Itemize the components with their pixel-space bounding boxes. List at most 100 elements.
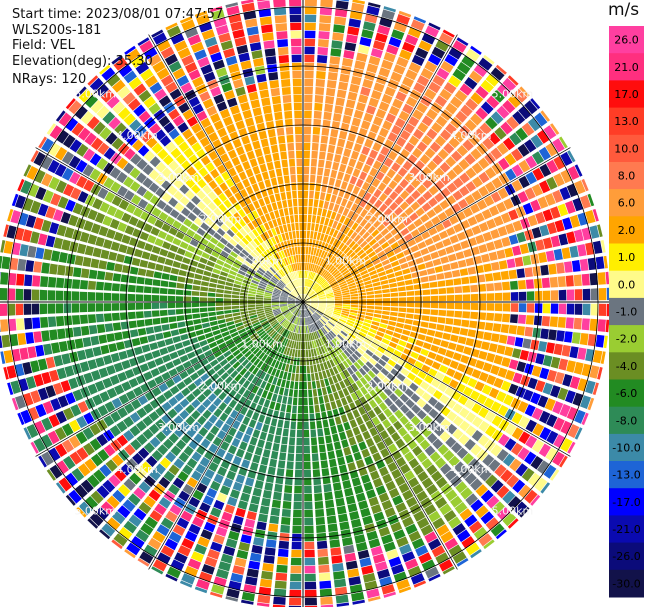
- range-gate: [300, 317, 303, 326]
- range-gate: [241, 347, 250, 355]
- range-gate: [605, 319, 610, 333]
- range-gate: [287, 356, 291, 364]
- range-gate: [574, 427, 583, 440]
- range-gate: [124, 549, 136, 559]
- range-gate: [179, 241, 189, 250]
- range-gate: [405, 285, 414, 291]
- range-gate: [259, 318, 268, 324]
- range-gate: [300, 342, 303, 350]
- range-gate: [485, 517, 500, 531]
- colorbar-bin: [609, 134, 644, 163]
- range-gate: [512, 111, 526, 125]
- range-gate: [41, 219, 52, 233]
- range-gate: [436, 524, 450, 537]
- range-gate: [286, 461, 294, 470]
- range-gate: [326, 297, 335, 300]
- range-gate: [428, 81, 441, 94]
- range-gate: [338, 389, 345, 399]
- range-gate: [256, 257, 264, 265]
- range-gate: [308, 290, 314, 297]
- range-gate: [135, 303, 144, 310]
- range-gate: [329, 267, 337, 274]
- range-gate: [497, 506, 511, 521]
- range-gate: [355, 433, 364, 443]
- range-gate: [205, 432, 215, 442]
- range-gate: [262, 276, 270, 282]
- range-gate: [362, 21, 376, 32]
- range-gate: [229, 105, 240, 115]
- range-gate: [87, 383, 98, 395]
- range-gate: [275, 262, 281, 270]
- range-gate: [112, 101, 126, 115]
- range-gate: [446, 226, 456, 236]
- range-gate: [303, 150, 310, 159]
- range-gate: [221, 511, 233, 522]
- range-gate: [377, 250, 386, 258]
- range-gate: [310, 303, 319, 306]
- range-gate: [315, 509, 325, 517]
- range-gate: [196, 14, 210, 25]
- range-gate: [93, 469, 106, 483]
- range-gate: [199, 136, 210, 148]
- range-gate: [382, 302, 391, 306]
- range-gate: [366, 295, 375, 299]
- range-gate: [368, 238, 377, 247]
- range-gate: [437, 347, 447, 356]
- range-gate: [565, 390, 576, 404]
- range-gate: [391, 564, 405, 575]
- range-gate: [284, 485, 293, 494]
- range-gate: [238, 218, 247, 227]
- range-gate: [286, 257, 291, 265]
- range-gate: [457, 198, 469, 209]
- range-gate: [389, 393, 399, 403]
- range-gate: [247, 382, 255, 392]
- range-gate: [129, 425, 141, 437]
- range-gate: [402, 489, 414, 501]
- range-gate: [86, 116, 100, 130]
- range-gate: [358, 228, 367, 237]
- range-gate: [168, 128, 180, 140]
- range-gate: [165, 141, 177, 153]
- range-gate: [290, 38, 302, 47]
- range-gate: [321, 336, 327, 345]
- range-gate: [391, 432, 401, 442]
- range-gate: [539, 163, 552, 177]
- range-gate: [310, 365, 314, 373]
- range-gate: [368, 251, 376, 258]
- range-gate: [451, 442, 463, 454]
- range-gate: [266, 259, 273, 267]
- range-gate: [350, 302, 359, 305]
- range-gate: [464, 439, 476, 451]
- range-gate: [478, 420, 490, 433]
- range-gate: [264, 292, 272, 296]
- range-gate: [220, 346, 229, 354]
- range-gate: [191, 291, 200, 296]
- range-gate: [278, 344, 284, 353]
- range-gate: [313, 283, 319, 290]
- range-gate: [307, 289, 312, 296]
- range-gate: [62, 455, 76, 470]
- range-gate: [311, 324, 316, 332]
- range-gate: [371, 321, 380, 327]
- elevation-label: Elevation(deg): 35.30: [12, 54, 153, 69]
- range-gate: [6, 225, 17, 239]
- range-gate: [345, 495, 356, 505]
- range-gate: [210, 425, 220, 436]
- range-gate: [370, 342, 379, 350]
- range-gate: [420, 276, 429, 283]
- range-gate: [238, 541, 250, 552]
- range-gate: [216, 310, 224, 316]
- range-gate: [264, 482, 274, 491]
- range-gate: [178, 269, 187, 277]
- range-gate: [147, 261, 156, 270]
- range-gate: [440, 174, 451, 186]
- range-gate: [268, 328, 275, 336]
- range-gate: [470, 303, 479, 311]
- range-gate: [260, 233, 267, 242]
- range-gate: [231, 295, 240, 299]
- range-gate: [144, 390, 155, 401]
- range-gate: [258, 283, 267, 288]
- range-gate: [200, 237, 209, 246]
- range-gate: [289, 264, 293, 273]
- range-gate: [103, 415, 115, 427]
